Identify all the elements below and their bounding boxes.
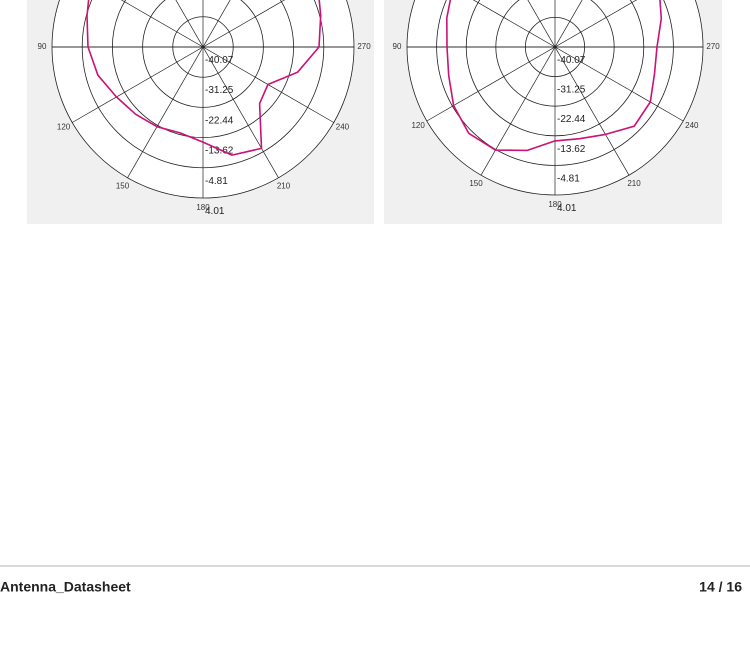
angle-label: 210	[277, 182, 291, 191]
radial-label: 4.01	[557, 203, 577, 214]
angle-label: 150	[116, 182, 130, 191]
angle-label: 180	[196, 203, 210, 212]
angle-label: 180	[548, 200, 562, 209]
angle-label: 90	[393, 42, 402, 51]
radial-label: -13.62	[557, 144, 586, 155]
angle-label: 270	[706, 42, 720, 51]
radial-label: -4.81	[205, 176, 228, 187]
angle-label: 210	[627, 179, 641, 188]
page-number: 14 / 16	[699, 579, 742, 595]
angle-label: 90	[38, 42, 47, 51]
angle-label: 270	[357, 42, 371, 51]
radial-label: -40.07	[557, 55, 586, 66]
pattern-curve	[446, 0, 663, 152]
angle-label: 240	[685, 121, 699, 130]
radial-label: -13.62	[205, 146, 234, 157]
radial-label: -22.44	[557, 114, 586, 125]
radial-label: -40.07	[205, 55, 234, 66]
radial-label: -31.25	[205, 85, 234, 96]
footer-title: Antenna_Datasheet	[0, 579, 131, 595]
angle-label: 120	[411, 121, 425, 130]
radial-label: -4.81	[557, 173, 580, 184]
radial-label: 4.01	[205, 206, 225, 217]
pattern-curve	[86, 0, 322, 156]
angle-label: 150	[469, 179, 483, 188]
angle-label: 120	[57, 123, 71, 132]
angle-label: 240	[336, 123, 350, 132]
radial-label: -22.44	[205, 115, 234, 126]
radial-label: -31.25	[557, 85, 586, 96]
